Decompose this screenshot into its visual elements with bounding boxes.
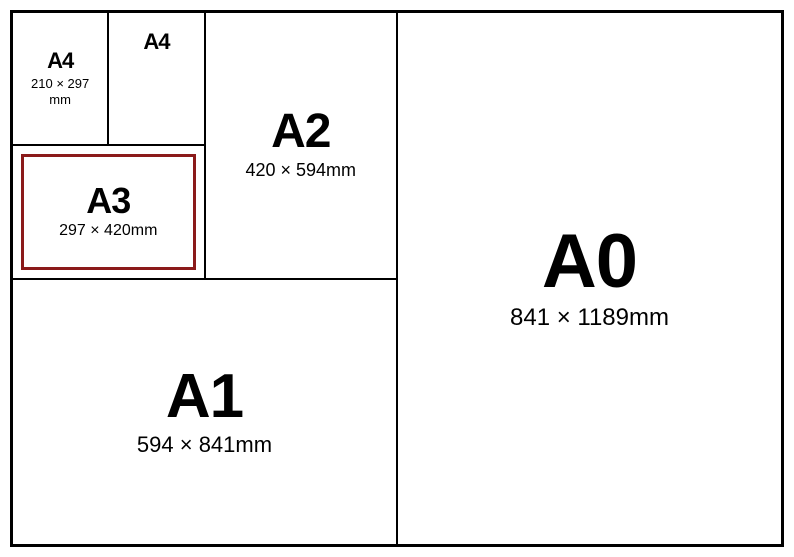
a3-title: A3	[86, 183, 130, 219]
a3-box: A3 297 × 420mm	[12, 145, 205, 278]
a4-left-title: A4	[47, 50, 73, 72]
a2-title: A2	[271, 108, 330, 156]
a4-left-dimensions: 210 × 297 mm	[31, 76, 89, 107]
a1-title: A1	[166, 366, 243, 428]
a2-dimensions: 420 × 594mm	[245, 160, 356, 182]
a0-box: A0 841 × 1189mm	[397, 12, 782, 545]
a3-dimensions: 297 × 420mm	[59, 221, 157, 240]
a0-dimensions: 841 × 1189mm	[510, 304, 669, 333]
a1-box: A1 594 × 841mm	[12, 279, 397, 546]
a4-right-box: A4	[108, 12, 204, 145]
a4-right-title: A4	[143, 31, 169, 53]
a4-dim-line1: 210 × 297	[31, 76, 89, 91]
a4-dim-line2: mm	[49, 92, 71, 107]
a1-dimensions: 594 × 841mm	[137, 432, 272, 458]
a0-title: A0	[542, 224, 637, 300]
a4-left-box: A4 210 × 297 mm	[12, 12, 108, 145]
a2-box: A2 420 × 594mm	[205, 12, 398, 279]
a3-highlight-frame: A3 297 × 420mm	[21, 154, 196, 269]
paper-size-diagram: A0 841 × 1189mm A1 594 × 841mm A2 420 × …	[10, 10, 784, 547]
